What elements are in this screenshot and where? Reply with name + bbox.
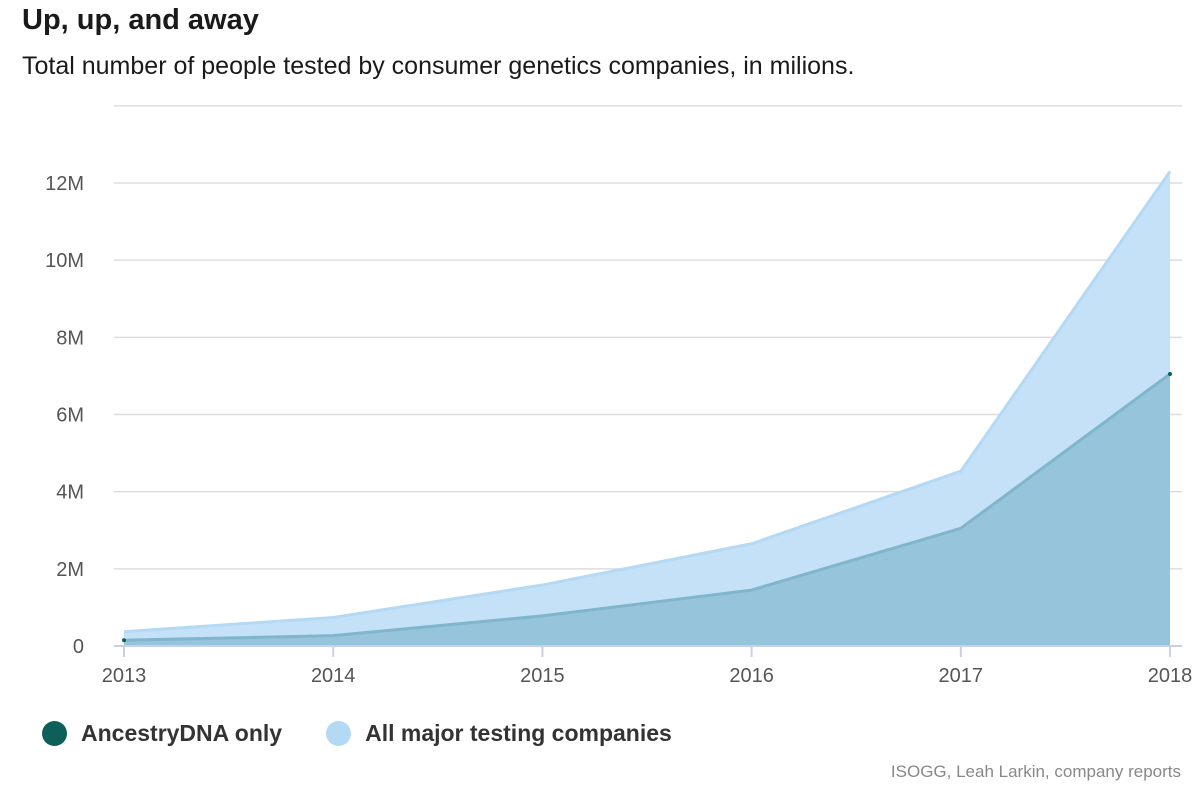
data-areas [122,170,1172,647]
axes: 0 2M 4M 6M 8M 10M 12M 2013 2014 2015 2016 2017 2018 [45,173,1192,687]
series-line-ancestry [123,372,1171,642]
x-tick-label: 2015 [520,665,565,687]
legend-swatch-ancestry [42,721,67,746]
y-tick-label: 10M [45,250,84,272]
y-tick-label: 8M [56,327,84,349]
y-tick-label: 12M [45,173,84,195]
x-tick-label: 2018 [1148,665,1193,687]
chart-subtitle: Total number of people tested by consume… [22,52,855,80]
legend-item-all-companies: All major testing companies [326,720,672,747]
y-tick-label: 4M [56,482,84,504]
y-tick-label: 6M [56,405,84,427]
data-point-ancestry [1168,371,1172,376]
series-area-ancestry [124,373,1170,646]
y-tick-label: 2M [56,559,84,581]
legend-label-all-companies: All major testing companies [365,720,672,746]
data-point-ancestry [122,638,126,643]
source-note: ISOGG, Leah Larkin, company reports [890,762,1181,781]
legend-swatch-all-companies [326,721,352,746]
legend-label-ancestry: AncestryDNA only [81,720,283,746]
y-tick-label: 0 [73,636,84,658]
x-tick-label: 2014 [311,665,356,687]
chart-title: Up, up, and away [22,4,259,36]
x-tick-label: 2017 [939,665,984,687]
series-area-all-companies [124,171,1170,647]
x-tick-label: 2013 [102,665,147,687]
legend: AncestryDNA only All major testing compa… [42,720,716,747]
legend-item-ancestry: AncestryDNA only [42,720,282,747]
x-tick-label: 2016 [729,665,774,687]
series-line-all-companies [123,170,1172,634]
